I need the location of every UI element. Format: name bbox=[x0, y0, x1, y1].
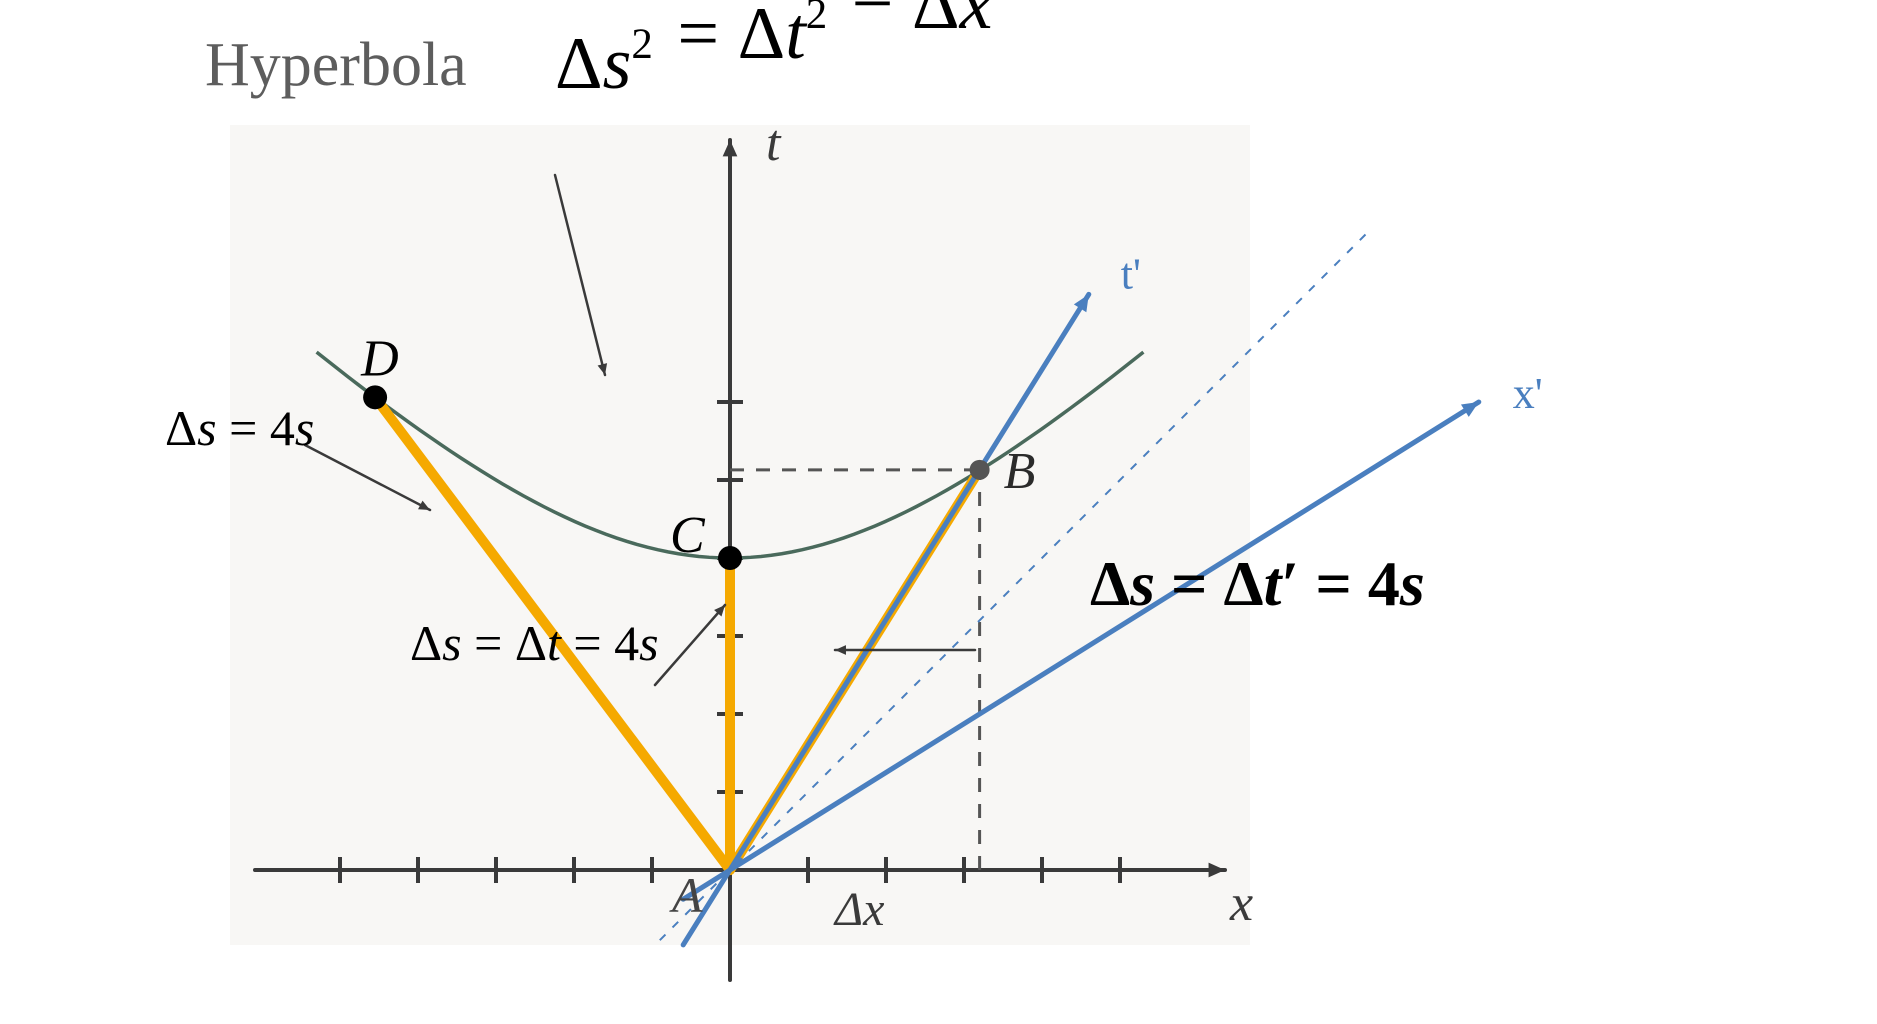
t-prime-label: t' bbox=[1121, 249, 1141, 298]
point-label-c: C bbox=[670, 507, 706, 564]
point-b bbox=[970, 460, 990, 480]
x-prime-label: x' bbox=[1513, 369, 1543, 418]
title-equation: Δs2 = Δt2 − Δx2 bbox=[555, 0, 1014, 105]
annotation-ds-dt-4s: Δs = Δt = 4s bbox=[410, 615, 659, 671]
x-axis-label: x bbox=[1229, 875, 1253, 932]
delta-x-label: Δx bbox=[833, 883, 884, 936]
scan-background bbox=[230, 125, 1250, 945]
t-axis-label: t bbox=[766, 115, 782, 172]
point-label-a: A bbox=[669, 867, 703, 923]
annotation-ds-dtprime-4s: Δs = Δt′ = 4s bbox=[1090, 548, 1425, 619]
annotation-ds-4s: Δs = 4s bbox=[165, 400, 314, 456]
point-c bbox=[718, 546, 742, 570]
point-d bbox=[363, 385, 387, 409]
point-label-d: D bbox=[360, 330, 399, 387]
point-label-b: B bbox=[1004, 443, 1036, 500]
title-word: Hyperbola bbox=[205, 31, 467, 99]
